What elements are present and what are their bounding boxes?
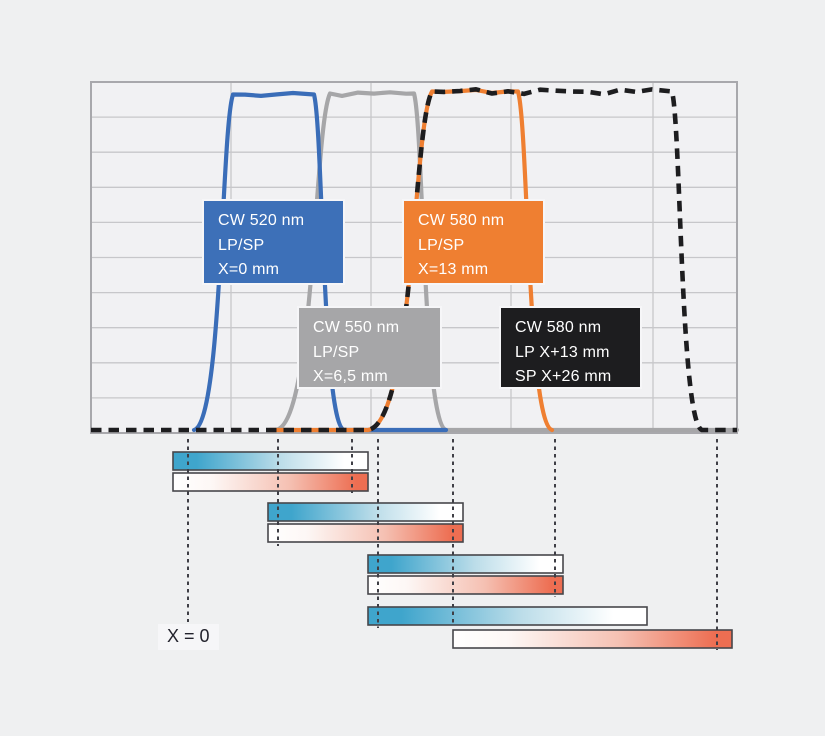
x0-position-label: X = 0 [158, 624, 219, 650]
filter-label-line: CW 520 nm [218, 212, 305, 229]
filter-label-line: LP X+13 mm [515, 343, 610, 361]
gradient-bar-blue-7 [367, 606, 648, 626]
filter-label-line: X=0 mm [218, 261, 280, 278]
filter-label-line: LP/SP [418, 236, 465, 254]
filter-label-line: LP/SP [313, 343, 360, 361]
filter-label-line: CW 580 nm [515, 319, 602, 336]
filter-label-line: LP/SP [218, 236, 265, 254]
gradient-bar-red-8 [452, 629, 733, 649]
filter-label-cw580: CW 580 nm LP/SP X=13 mm [402, 199, 545, 285]
filter-label-line: X=6,5 mm [313, 368, 388, 385]
filter-label-line: SP X+26 mm [515, 368, 612, 385]
filter-label-cw550: CW 550 nm LP/SP X=6,5 mm [297, 306, 442, 389]
gradient-bar-red-6 [367, 575, 564, 595]
filter-label-line: CW 550 nm [313, 319, 400, 336]
gradient-bar-blue-1 [172, 451, 369, 471]
filter-curve-cw580-wide [91, 87, 737, 433]
filter-label-cw580-wide: CW 580 nm LP X+13 mm SP X+26 mm [499, 306, 642, 389]
filter-label-line: CW 580 nm [418, 212, 505, 229]
gradient-bar-blue-3 [267, 502, 464, 522]
gradient-bar-blue-5 [367, 554, 564, 574]
filter-label-line: X=13 mm [418, 261, 489, 278]
plot-border [90, 81, 738, 434]
gradient-bar-red-4 [267, 523, 464, 543]
filter-label-cw520: CW 520 nm LP/SP X=0 mm [202, 199, 345, 285]
gradient-bar-red-2 [172, 472, 369, 492]
